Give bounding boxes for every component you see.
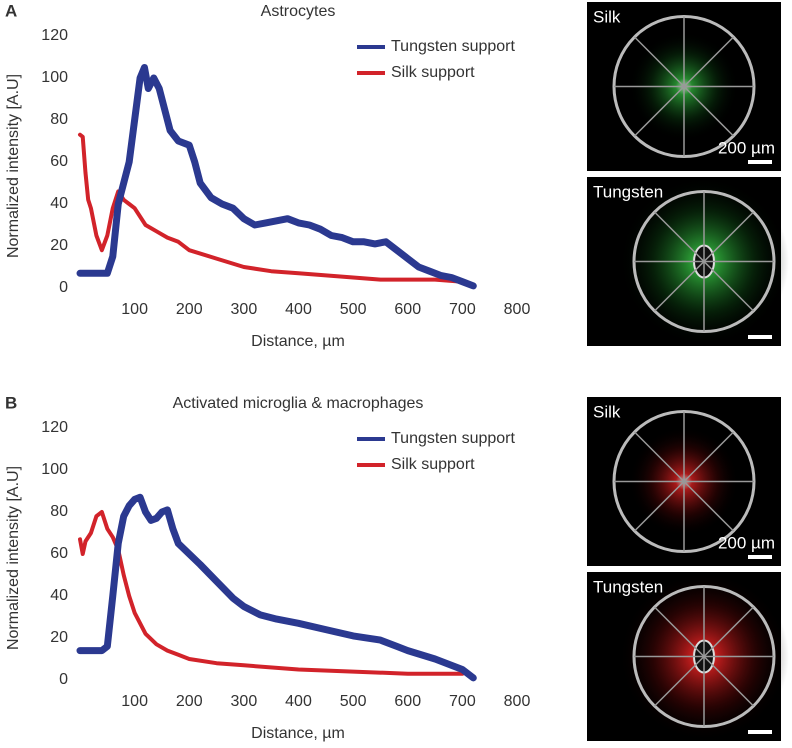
y-tick-label: 60 xyxy=(50,545,68,562)
y-tick-label: 120 xyxy=(41,419,68,436)
y-axis-label: Normalized intensity [A.U] xyxy=(5,74,22,258)
y-tick-label: 40 xyxy=(50,195,68,212)
x-tick-label: 200 xyxy=(176,301,203,318)
y-tick-label: 0 xyxy=(59,671,68,688)
data-line xyxy=(76,493,477,682)
image-label: Tungsten xyxy=(593,182,663,201)
scale-bar xyxy=(748,555,772,559)
x-tick-label: 200 xyxy=(176,693,203,710)
scale-bar xyxy=(748,335,772,339)
x-tick-label: 100 xyxy=(121,693,148,710)
x-tick-label: 300 xyxy=(231,301,258,318)
x-axis-label: Distance, µm xyxy=(251,725,345,742)
y-tick-label: 0 xyxy=(59,279,68,296)
x-tick-label: 700 xyxy=(449,301,476,318)
image-label: Silk xyxy=(593,402,621,421)
y-tick-label: 20 xyxy=(50,629,68,646)
scale-bar-label: 200 µm xyxy=(718,533,775,552)
x-tick-label: 700 xyxy=(449,693,476,710)
legend-label: Silk support xyxy=(391,64,475,81)
legend-label: Tungsten support xyxy=(391,430,515,447)
x-tick-label: 600 xyxy=(394,693,421,710)
y-tick-label: 80 xyxy=(50,111,68,128)
panel-label: A xyxy=(5,1,17,20)
data-line xyxy=(78,132,465,284)
y-tick-label: 100 xyxy=(41,461,68,478)
sampling-spoke xyxy=(653,211,755,312)
x-tick-label: 500 xyxy=(340,693,367,710)
panel-label: B xyxy=(5,393,17,412)
chart-title: Astrocytes xyxy=(261,3,336,20)
scale-bar xyxy=(748,160,772,164)
image-label: Silk xyxy=(593,7,621,26)
legend-label: Tungsten support xyxy=(391,38,515,55)
image-label: Tungsten xyxy=(593,577,663,596)
sampling-spoke xyxy=(633,431,735,532)
data-line xyxy=(78,510,465,676)
y-tick-label: 80 xyxy=(50,503,68,520)
y-tick-label: 60 xyxy=(50,153,68,170)
y-tick-label: 20 xyxy=(50,237,68,254)
scale-bar xyxy=(748,730,772,734)
y-tick-label: 120 xyxy=(41,27,68,44)
x-tick-label: 500 xyxy=(340,301,367,318)
sampling-spoke xyxy=(653,606,755,707)
scale-bar-label: 200 µm xyxy=(718,138,775,157)
x-tick-label: 800 xyxy=(504,301,531,318)
y-axis-label: Normalized intensity [A.U] xyxy=(5,466,22,650)
y-tick-label: 40 xyxy=(50,587,68,604)
chart-title: Activated microglia & macrophages xyxy=(173,395,424,412)
sampling-spoke xyxy=(633,36,735,137)
y-tick-label: 100 xyxy=(41,69,68,86)
x-tick-label: 600 xyxy=(394,301,421,318)
data-line xyxy=(76,64,477,290)
x-tick-label: 100 xyxy=(121,301,148,318)
legend-label: Silk support xyxy=(391,456,475,473)
x-tick-label: 800 xyxy=(504,693,531,710)
x-axis-label: Distance, µm xyxy=(251,333,345,350)
x-tick-label: 400 xyxy=(285,301,312,318)
x-tick-label: 300 xyxy=(231,693,258,710)
x-tick-label: 400 xyxy=(285,693,312,710)
